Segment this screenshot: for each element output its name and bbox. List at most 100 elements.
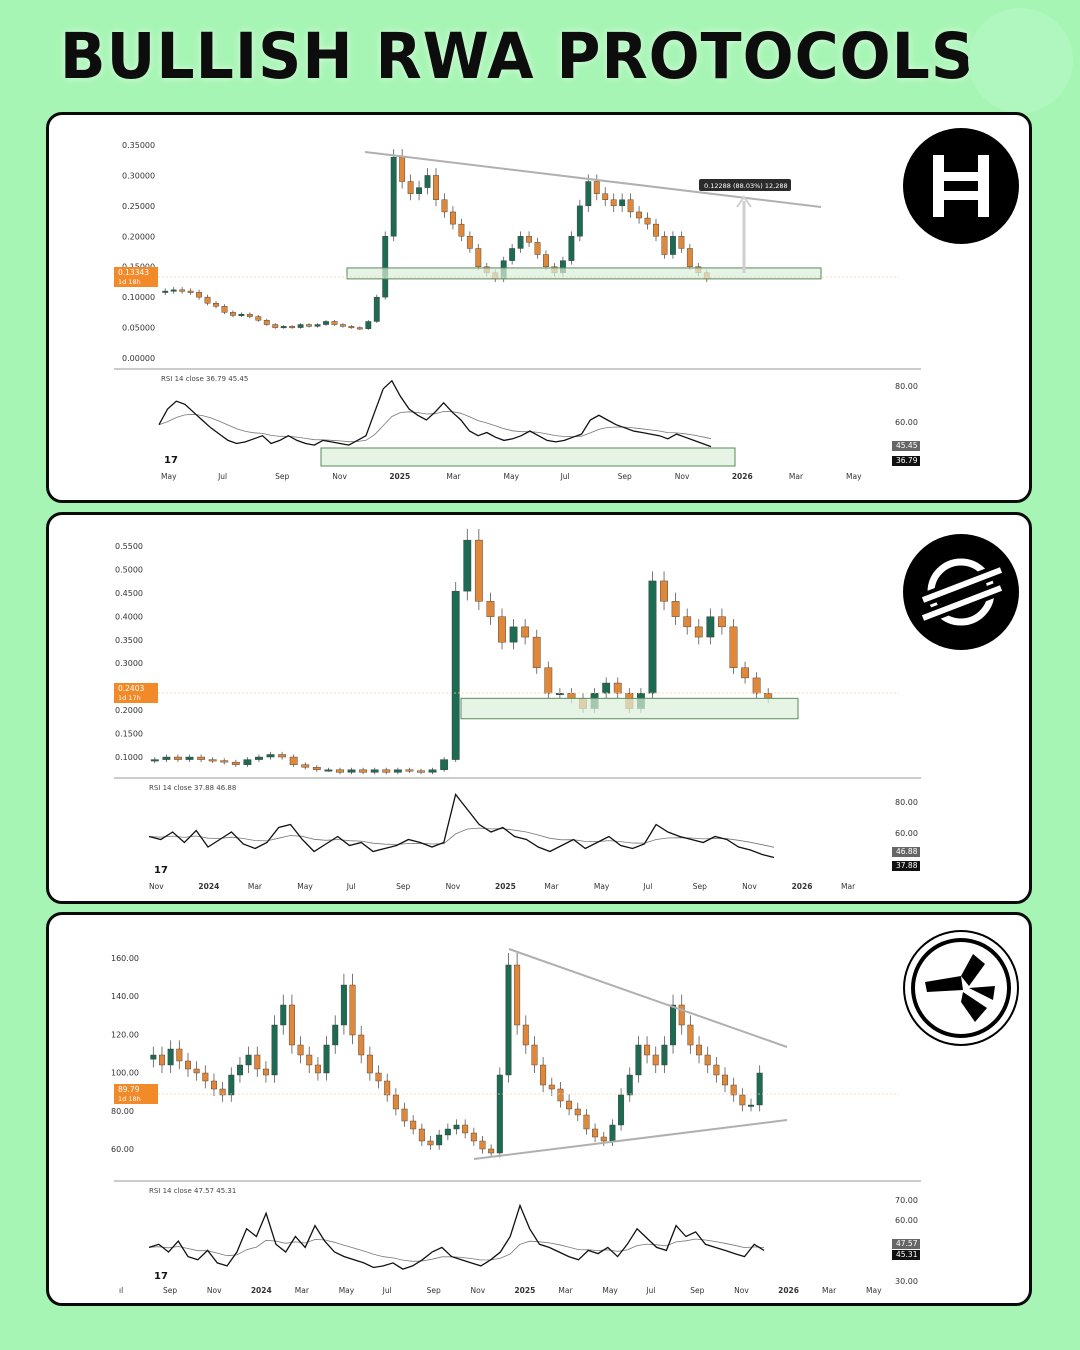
x-tick-label: Jul bbox=[346, 882, 356, 891]
candle-down bbox=[652, 1054, 659, 1066]
x-tick-label: Nov bbox=[332, 472, 347, 481]
candle-down bbox=[221, 306, 228, 313]
candle-down bbox=[433, 175, 439, 200]
x-tick-label: Sep bbox=[618, 472, 632, 481]
rsi-line bbox=[148, 1203, 765, 1270]
y-tick-label: 0.00000 bbox=[122, 354, 155, 363]
candle-up bbox=[167, 1048, 174, 1066]
rsi-tag-box bbox=[892, 861, 920, 871]
candle-down bbox=[613, 682, 622, 694]
candle-down bbox=[696, 1044, 703, 1056]
rsi-tag-value: 45.45 bbox=[896, 441, 918, 450]
candle-down bbox=[358, 1034, 365, 1056]
chart-panel-hbar: 0.350000.300000.250000.200000.150000.100… bbox=[46, 112, 1032, 503]
candle-up bbox=[424, 175, 431, 188]
candle-up bbox=[323, 1044, 330, 1074]
price-tag-time: 1d 18h bbox=[118, 1095, 141, 1103]
y-tick-label: 60.00 bbox=[111, 1145, 134, 1154]
candle-up bbox=[509, 248, 516, 261]
x-tick-label: Mar bbox=[446, 472, 461, 481]
x-tick-label: Jul bbox=[645, 1286, 655, 1295]
candle-down bbox=[544, 667, 553, 694]
candle-up bbox=[236, 1064, 243, 1076]
candle-down bbox=[687, 1024, 694, 1046]
x-tick-label: Mar bbox=[544, 882, 559, 891]
candle-down bbox=[289, 326, 296, 329]
rsi-label: RSI 14 close 37.88 46.88 bbox=[149, 784, 236, 792]
candle-up bbox=[670, 236, 676, 255]
x-tick-label: 2026 bbox=[732, 472, 753, 481]
candle-up bbox=[297, 324, 304, 328]
candle-up bbox=[324, 769, 333, 772]
candle-down bbox=[458, 223, 465, 237]
candle-down bbox=[384, 1080, 391, 1096]
candle-up bbox=[238, 313, 245, 316]
candle-down bbox=[179, 289, 186, 292]
x-tick-label: 2026 bbox=[778, 1286, 799, 1295]
rsi-ma-line bbox=[158, 411, 712, 443]
rsi-label: RSI 14 close 47.57 45.31 bbox=[149, 1187, 236, 1195]
x-tick-label: 2025 bbox=[389, 472, 410, 481]
candle-up bbox=[576, 205, 583, 237]
candle-up bbox=[280, 326, 287, 329]
candle-down bbox=[548, 1084, 555, 1090]
candle-down bbox=[418, 1128, 425, 1142]
x-tick-label: Jul bbox=[217, 472, 227, 481]
candle-down bbox=[359, 769, 368, 773]
candle-down bbox=[204, 296, 211, 304]
y-tick-label: 0.5000 bbox=[115, 565, 143, 574]
x-tick-label: May bbox=[339, 1286, 355, 1295]
candle-up bbox=[228, 1074, 235, 1096]
candle-up bbox=[393, 769, 402, 773]
price-tag-box bbox=[114, 683, 158, 703]
x-tick-label: Nov bbox=[675, 472, 690, 481]
decorative-circle bbox=[968, 8, 1073, 113]
candle-up bbox=[382, 236, 389, 298]
candle-down bbox=[514, 964, 521, 1026]
candle-up bbox=[255, 756, 263, 760]
x-tick-label: Sep bbox=[690, 1286, 704, 1295]
x-tick-label: Mar bbox=[841, 882, 856, 891]
x-tick-label: 2025 bbox=[495, 882, 516, 891]
candle-up bbox=[748, 1104, 754, 1107]
candle-down bbox=[722, 1074, 728, 1086]
qnt-chart: 160.00140.00120.00100.0080.0060.0089.791… bbox=[111, 948, 921, 1295]
y-tick-label: 0.25000 bbox=[122, 202, 155, 211]
candle-up bbox=[150, 1054, 157, 1060]
x-tick-label: Sep bbox=[275, 472, 289, 481]
x-tick-label: May bbox=[866, 1286, 882, 1295]
candle-down bbox=[644, 217, 651, 225]
candle-up bbox=[517, 236, 524, 249]
candle-down bbox=[349, 984, 356, 1036]
candle-down bbox=[602, 193, 609, 200]
y-tick-label: 80.00 bbox=[111, 1107, 134, 1116]
candle-down bbox=[405, 769, 414, 772]
candle-down bbox=[340, 324, 346, 327]
x-tick-label: Nov bbox=[742, 882, 757, 891]
x-tick-label: Mar bbox=[295, 1286, 310, 1295]
candle-down bbox=[348, 326, 355, 329]
rsi-scale-label: 60.00 bbox=[895, 418, 918, 427]
rsi-scale-label: 30.00 bbox=[895, 1277, 918, 1286]
price-tag-time: 1d 18h bbox=[118, 278, 141, 286]
x-tick-label: May bbox=[846, 472, 862, 481]
rsi-tag-box bbox=[892, 1250, 920, 1260]
candle-down bbox=[474, 539, 483, 602]
y-tick-label: 0.5500 bbox=[115, 542, 143, 551]
candle-up bbox=[648, 580, 657, 694]
x-tick-label: Sep bbox=[693, 882, 707, 891]
candle-down bbox=[683, 616, 692, 628]
candle-down bbox=[230, 312, 236, 316]
candle-up bbox=[271, 1024, 278, 1076]
candle-down bbox=[356, 327, 363, 330]
candle-down bbox=[718, 616, 726, 628]
candle-down bbox=[486, 601, 495, 617]
candle-down bbox=[254, 1054, 261, 1070]
candle-up bbox=[440, 759, 449, 770]
candle-up bbox=[436, 1134, 443, 1146]
candle-down bbox=[176, 1048, 183, 1062]
x-tick-label: 2024 bbox=[251, 1286, 272, 1295]
candle-up bbox=[162, 756, 171, 760]
candle-down bbox=[401, 1108, 408, 1122]
rsi-tag-value: 47.57 bbox=[896, 1239, 918, 1248]
